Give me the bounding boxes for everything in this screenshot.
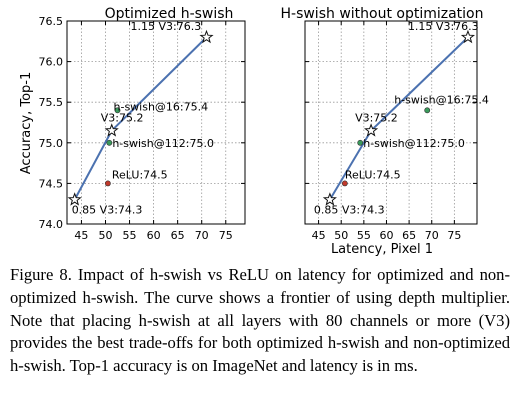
- left-point-label: ReLU:74.5: [112, 168, 168, 181]
- left-y-tick-label: 76.0: [39, 56, 64, 69]
- left-relu-point: [104, 180, 111, 187]
- right-frontier-star-marker: [322, 192, 337, 206]
- left-x-tick-label: 75: [219, 229, 233, 242]
- left-frontier-point-label: 1.15 V3:76.3: [131, 20, 202, 33]
- left-point-label: h-swish@16:75.4: [114, 100, 209, 113]
- right-frontier-point-label: 1.15 V3:76.3: [408, 20, 479, 33]
- right-frontier-star-marker: [364, 123, 379, 137]
- right-x-tick-label: 65: [402, 229, 416, 242]
- left-x-tick-label: 60: [147, 229, 161, 242]
- right-x-tick-label: 75: [447, 229, 461, 242]
- right-point-label: ReLU:74.5: [345, 168, 401, 181]
- right-relu-point: [341, 180, 348, 187]
- left-y-tick-label: 75.5: [39, 96, 64, 109]
- left-frontier-point-label: V3:75.2: [101, 112, 144, 125]
- right-x-tick-label: 45: [312, 229, 326, 242]
- figure-caption: Figure 8. Impact of h-swish vs ReLU on l…: [10, 265, 510, 376]
- left-frontier-star-marker: [104, 123, 119, 137]
- left-frontier-point-label: 0.85 V3:74.3: [72, 204, 143, 217]
- right-x-tick-label: 70: [425, 229, 439, 242]
- left-frontier-star-marker: [67, 192, 82, 206]
- right-chart-title: H-swish without optimization: [280, 6, 483, 22]
- right-point-label: h-swish@112:75.0: [363, 137, 465, 150]
- left-y-axis-label: Accuracy, Top-1: [19, 72, 34, 175]
- right-chart: 45 50 55 60 65 70 75 0.85 V3:74.3 V3:75.2 1.15 V3…: [304, 20, 489, 242]
- left-h-swish-point: [114, 107, 121, 114]
- left-x-tick-label: 55: [123, 229, 137, 242]
- left-chart-title: Optimized h-swish: [105, 6, 234, 22]
- right-h-swish-point: [357, 139, 364, 146]
- left-point-label: h-swish@112:75.0: [112, 137, 214, 150]
- left-y-tick-label: 74.5: [39, 177, 64, 190]
- left-y-tick-label: 74.0: [39, 218, 64, 231]
- right-x-axis-label: Latency, Pixel 1: [331, 242, 433, 257]
- left-y-tick-label: 75.0: [39, 137, 64, 150]
- left-y-tick-label: 76.5: [39, 15, 64, 28]
- left-x-tick-label: 50: [98, 229, 112, 242]
- right-frontier-point-label: V3:75.2: [355, 112, 398, 125]
- right-x-tick-label: 55: [357, 229, 371, 242]
- right-frontier-star-marker: [460, 29, 476, 44]
- right-x-tick-label: 60: [379, 229, 393, 242]
- left-x-tick-label: 45: [74, 229, 88, 242]
- figure-8-charts: Optimized h-swish Accuracy, Top-1 45 50 55…: [19, 6, 489, 257]
- right-frontier-point-label: 0.85 V3:74.3: [314, 204, 385, 217]
- right-point-label: h-swish@16:75.4: [394, 93, 489, 106]
- right-h-swish-point: [424, 107, 431, 114]
- left-frontier-star-marker: [199, 29, 214, 44]
- left-plot-frame: [66, 20, 246, 225]
- left-x-tick-label: 70: [195, 229, 209, 242]
- right-plot-frame: [304, 20, 478, 225]
- right-x-tick-label: 50: [334, 229, 348, 242]
- left-x-tick-label: 65: [171, 229, 185, 242]
- left-h-swish-point: [106, 139, 113, 146]
- left-chart: 45 50 55 60 65 70 75 74.0 74.5 75.0 75.5 76.0 76.5 0.…: [39, 15, 246, 242]
